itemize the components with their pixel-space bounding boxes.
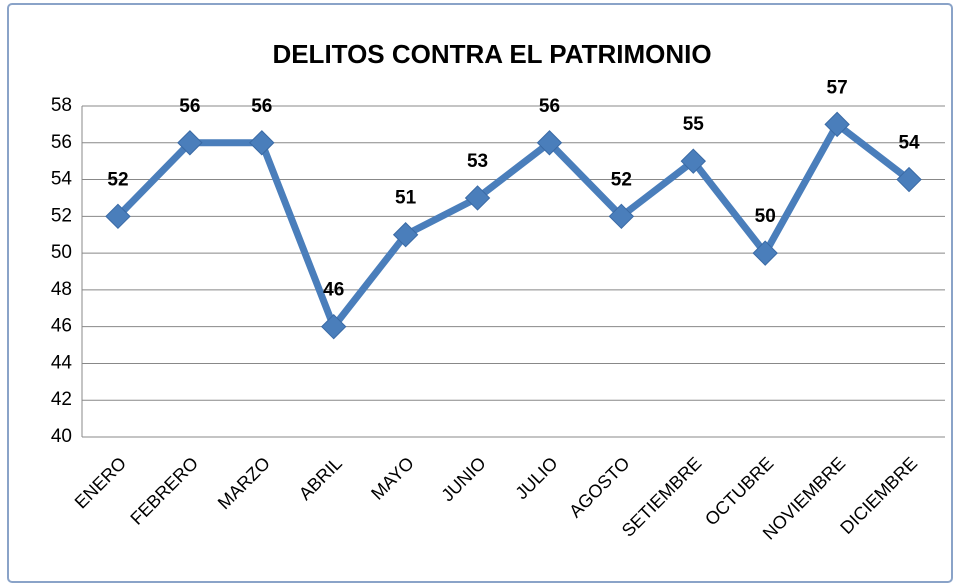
value-label: 52 [107,169,128,190]
y-tick-label: 54 [51,169,73,190]
value-label: 52 [611,169,632,190]
y-tick-label: 50 [51,242,72,263]
value-label: 46 [323,280,344,301]
chart-title: DELITOS CONTRA EL PATRIMONIO [272,39,711,69]
y-tick-label: 56 [51,132,72,153]
value-label: 57 [827,77,848,98]
value-label: 56 [539,96,560,117]
marker [608,203,635,230]
y-tick-label: 48 [51,279,72,300]
marker [896,166,922,193]
marker [752,240,778,266]
y-tick-label: 44 [51,352,73,373]
marker [249,130,275,156]
marker [392,222,419,248]
y-tick-label: 58 [51,95,72,116]
value-label: 51 [395,188,417,209]
marker [824,111,850,138]
value-label: 54 [898,133,920,154]
marker [105,203,131,230]
y-tick-label: 42 [51,389,72,410]
y-tick-label: 46 [51,316,72,337]
y-tick-label: 52 [51,205,72,226]
value-label: 55 [683,114,705,135]
value-label: 50 [755,206,776,227]
value-label: 53 [467,151,488,172]
value-label: 56 [179,96,200,117]
marker [321,313,347,340]
value-label: 56 [251,96,272,117]
y-tick-label: 40 [51,426,72,447]
marker [680,148,706,174]
marker [177,130,203,156]
marker [464,185,491,211]
marker [536,130,563,156]
